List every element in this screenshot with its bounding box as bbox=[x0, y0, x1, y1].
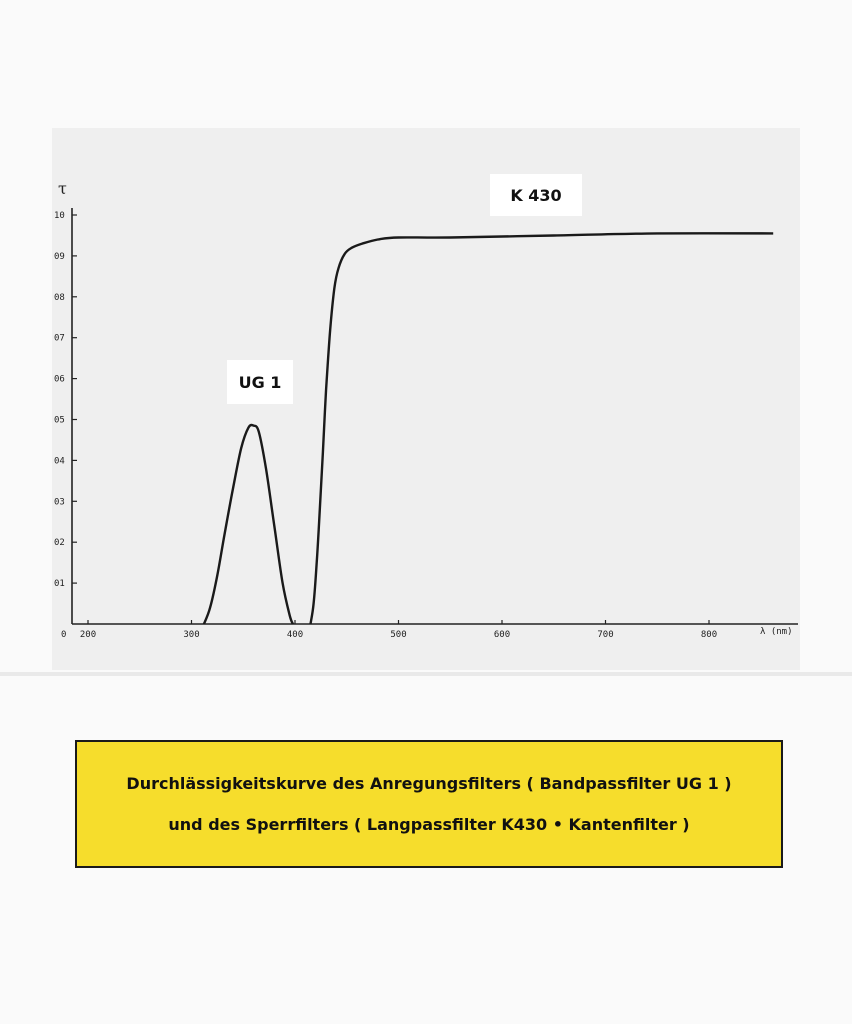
x-tick-label: 600 bbox=[494, 630, 510, 640]
x-tick-label: 300 bbox=[183, 630, 199, 640]
series-label-k430: K 430 bbox=[490, 174, 582, 216]
caption-box: Durchlässigkeitskurve des Anregungsfilte… bbox=[75, 740, 783, 868]
y-tick-label: 07 bbox=[54, 334, 65, 344]
transmission-chart: τ λ (nm) 0 01 02 03 04 05 06 07 08 09 10 200 300 400… bbox=[54, 179, 798, 640]
y-tick-label: 05 bbox=[54, 416, 65, 426]
y-tick-label: 03 bbox=[54, 497, 65, 507]
series-layer bbox=[202, 232, 774, 625]
y-tick-label: 04 bbox=[54, 456, 65, 466]
caption-line-2: und des Sperrfilters ( Langpassfilter K4… bbox=[168, 815, 690, 834]
y-tick-label: 02 bbox=[54, 538, 65, 548]
x-tick-label: 800 bbox=[701, 630, 717, 640]
y-tick-label: 10 bbox=[54, 211, 65, 221]
y-tick-label: 06 bbox=[54, 375, 65, 385]
x-tick-label: 400 bbox=[287, 630, 303, 640]
series-line-k430 bbox=[309, 232, 774, 625]
y-tick-label: 09 bbox=[54, 252, 65, 262]
y-axis-label: τ bbox=[58, 179, 67, 198]
caption-line-1: Durchlässigkeitskurve des Anregungsfilte… bbox=[126, 774, 732, 793]
chart-panel bbox=[52, 128, 800, 670]
x-ticks: 200 300 400 500 600 700 800 bbox=[80, 620, 717, 640]
x-tick-label: 500 bbox=[390, 630, 406, 640]
series-line-ug1 bbox=[202, 423, 295, 625]
y-ticks: 0 01 02 03 04 05 06 07 08 09 10 bbox=[54, 211, 77, 640]
x-axis-label: λ (nm) bbox=[760, 627, 793, 637]
y-tick-label: 08 bbox=[54, 293, 65, 303]
x-tick-label: 200 bbox=[80, 630, 96, 640]
x-tick-label: 700 bbox=[597, 630, 613, 640]
y-tick-label: 0 bbox=[61, 630, 66, 640]
y-tick-label: 01 bbox=[54, 579, 65, 589]
series-label-ug1: UG 1 bbox=[227, 360, 293, 404]
scan-divider bbox=[0, 672, 852, 676]
